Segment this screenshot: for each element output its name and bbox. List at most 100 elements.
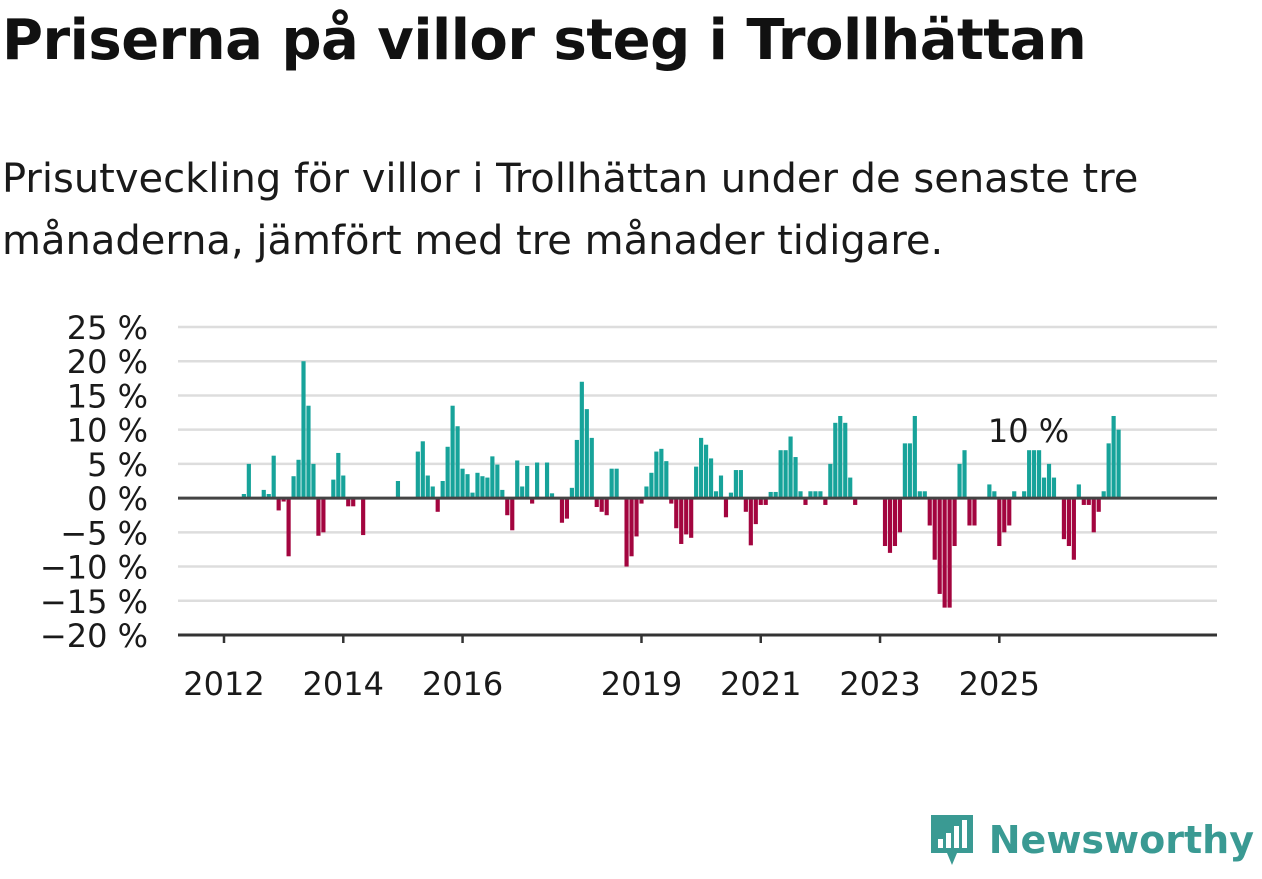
y-tick-label: 0 %: [87, 480, 148, 518]
bar: [505, 498, 510, 516]
x-tick-label: 2012: [183, 665, 264, 703]
bar: [798, 491, 803, 499]
bar: [654, 451, 659, 499]
bar: [644, 486, 649, 499]
bar: [306, 405, 311, 499]
bar: [708, 458, 714, 499]
y-tick-label: 5 %: [87, 446, 148, 484]
bar: [818, 491, 823, 499]
y-axis-labels: 25 %20 %15 %10 %5 %0 %−5 %−10 %−15 %−20 …: [40, 309, 148, 655]
bar: [853, 498, 858, 505]
bar: [917, 491, 922, 499]
bar: [892, 498, 898, 547]
bar: [748, 498, 753, 546]
y-tick-label: 10 %: [67, 412, 148, 450]
bar: [1046, 463, 1052, 499]
bar: [361, 498, 366, 536]
bar: [704, 444, 709, 499]
bar: [246, 463, 251, 499]
bar: [882, 498, 888, 547]
newsworthy-bar-chart-icon: [930, 815, 973, 865]
bar: [778, 450, 783, 499]
bar: [475, 472, 480, 499]
bar: [699, 437, 704, 499]
bar: [1036, 450, 1042, 499]
chart-subtitle: Prisutveckling för villor i Trollhättan …: [2, 156, 1139, 264]
bar: [1106, 443, 1111, 499]
bar: [604, 498, 609, 516]
bar: [669, 498, 674, 504]
bar: [574, 439, 579, 499]
bar: [947, 498, 952, 608]
bar: [609, 468, 614, 499]
brand-name: Newsworthy: [988, 818, 1254, 862]
y-tick-label: −20 %: [40, 617, 148, 655]
bar: [664, 461, 669, 499]
bar: [763, 498, 768, 505]
annotation-label: 10 %: [988, 412, 1069, 450]
bar: [997, 498, 1002, 547]
bar: [1027, 450, 1032, 499]
bar: [465, 474, 470, 499]
bar: [490, 456, 495, 499]
bar: [1101, 491, 1106, 499]
bar: [579, 381, 584, 499]
bar: [848, 477, 853, 499]
bar: [952, 498, 957, 547]
y-tick-label: −10 %: [40, 549, 148, 587]
gridlines: [178, 325, 1217, 603]
bar: [773, 491, 778, 499]
chart-title: Priserna på villor steg i Trollhättan: [2, 8, 1087, 73]
bar: [743, 498, 748, 512]
bar: [455, 426, 460, 499]
bar: [281, 498, 286, 502]
bar: [1007, 498, 1012, 526]
bar: [753, 498, 758, 525]
bar: [1096, 498, 1101, 512]
x-tick-label: 2023: [839, 665, 920, 703]
bar: [723, 498, 729, 518]
bar: [728, 492, 734, 499]
bar: [1111, 415, 1116, 499]
bar: [525, 465, 530, 499]
bar: [1041, 477, 1047, 499]
bar: [241, 494, 246, 499]
bar: [341, 475, 346, 499]
bar: [445, 446, 450, 499]
bar: [495, 464, 500, 499]
bar: [614, 468, 619, 499]
bar: [957, 463, 962, 499]
bar: [1022, 491, 1027, 499]
bar: [296, 459, 301, 499]
bar: [987, 484, 992, 499]
bar: [530, 498, 535, 504]
bar: [470, 492, 475, 499]
bar: [684, 498, 689, 535]
bar: [594, 498, 599, 508]
bar: [311, 463, 316, 499]
bar: [803, 498, 808, 505]
bar: [1091, 498, 1096, 533]
y-tick-label: −15 %: [40, 583, 148, 621]
bar: [420, 441, 425, 499]
bar: [569, 487, 574, 499]
bar: [261, 489, 266, 499]
bar: [1076, 484, 1081, 499]
bar: [718, 475, 724, 499]
bar: [1116, 429, 1121, 499]
bar: [510, 498, 515, 531]
bar: [1012, 491, 1017, 499]
bar: [1002, 498, 1007, 533]
bar: [679, 498, 684, 544]
bar: [907, 443, 912, 499]
bar: [535, 462, 540, 499]
bar: [887, 498, 893, 553]
y-tick-label: −5 %: [60, 514, 148, 552]
x-tick-label: 2019: [601, 665, 682, 703]
bar: [1066, 498, 1071, 547]
bar: [549, 493, 555, 499]
bar: [912, 415, 917, 499]
bar: [1081, 498, 1086, 505]
bar: [336, 452, 341, 499]
bar: [395, 481, 401, 499]
